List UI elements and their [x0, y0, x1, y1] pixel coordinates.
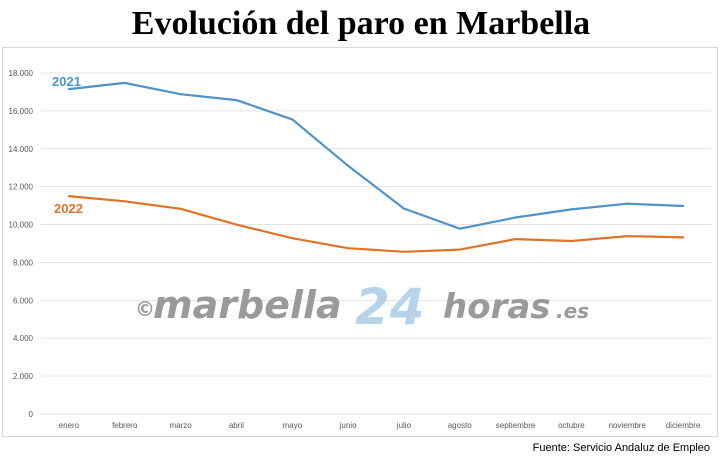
x-tick-label: octubre [558, 421, 585, 430]
series-lines [67, 81, 685, 253]
y-tick-label: 6.000 [13, 296, 34, 305]
y-tick-label: 4.000 [13, 334, 34, 343]
x-tick-label: enero [59, 421, 80, 430]
y-axis: 0 2.000 4.000 6.000 8.000 10.000 12.000 14.000 1… [9, 69, 34, 419]
x-tick-label: julio [396, 421, 412, 430]
watermark-24: 24 [355, 278, 425, 336]
watermark-marbella: marbella [153, 283, 342, 327]
watermark-domain: .es [556, 299, 589, 323]
x-tick-label: noviembre [609, 421, 647, 430]
chart-area: 0 2.000 4.000 6.000 8.000 10.000 12.000 14.000 1… [2, 47, 718, 437]
y-tick-label: 10.000 [9, 221, 34, 230]
source-note: Fuente: Servicio Andaluz de Empleo [532, 442, 710, 454]
x-axis: enero febrero marzo abril mayo junio julio agos… [59, 421, 701, 430]
y-tick-label: 14.000 [9, 145, 34, 154]
x-tick-label: septiembre [496, 421, 536, 430]
chart-title: Evolución del paro en Marbella [131, 5, 591, 42]
y-tick-label: 8.000 [13, 258, 34, 267]
x-tick-label: mayo [282, 421, 302, 430]
gridlines [41, 72, 711, 415]
y-tick-label: 0 [29, 410, 34, 419]
line-chart: 0 2.000 4.000 6.000 8.000 10.000 12.000 14.000 1… [9, 69, 711, 430]
series-label-2022: 2022 [54, 201, 83, 216]
x-tick-label: marzo [169, 421, 192, 430]
y-tick-label: 16.000 [9, 107, 34, 116]
y-tick-label: 18.000 [9, 69, 34, 78]
x-tick-label: diciembre [666, 421, 701, 430]
series-line-2021 [67, 81, 685, 230]
x-tick-label: junio [339, 421, 357, 430]
x-tick-label: febrero [112, 421, 138, 430]
x-tick-label: abril [229, 421, 244, 430]
y-tick-label: 12.000 [9, 183, 34, 192]
series-label-2021: 2021 [52, 74, 81, 89]
series-line-2022 [67, 195, 685, 253]
watermark-horas: horas [443, 287, 551, 327]
y-tick-label: 2.000 [13, 372, 34, 381]
watermark: © marbella 24 horas .es [135, 278, 589, 336]
x-tick-label: agosto [448, 421, 473, 430]
watermark-copyright: © [135, 297, 155, 321]
